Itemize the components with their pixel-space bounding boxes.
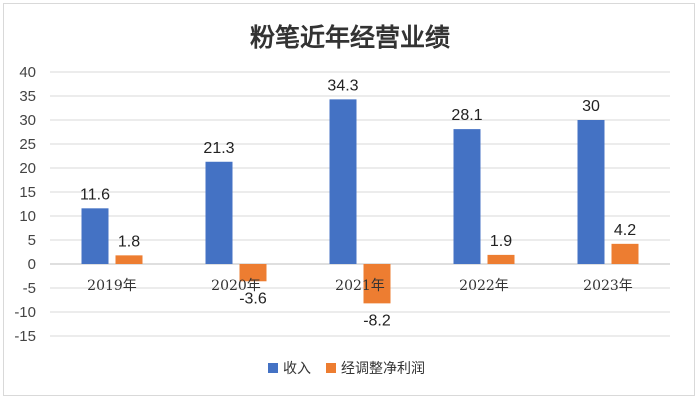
x-category-label: 2021年 <box>335 278 385 294</box>
data-label: 28.1 <box>451 107 482 124</box>
adjusted-net-profit-bar <box>487 254 515 264</box>
legend: 收入 经调整净利润 <box>268 361 425 377</box>
legend-swatch <box>326 363 336 373</box>
y-tick-label: 25 <box>19 136 36 153</box>
data-label: 1.9 <box>490 233 512 250</box>
bars <box>81 99 639 304</box>
data-label: 30 <box>582 98 600 115</box>
adjusted-net-profit-bar <box>611 243 639 264</box>
data-label: 11.6 <box>80 186 110 203</box>
gridlines <box>50 71 670 337</box>
adjusted-net-profit-bar <box>239 264 267 282</box>
x-category-label: 2022年 <box>459 278 509 294</box>
legend-swatch <box>268 363 278 373</box>
revenue-bar <box>453 129 481 264</box>
data-label: -8.2 <box>363 312 391 329</box>
adjusted-net-profit-bar <box>363 264 391 304</box>
data-label: 21.3 <box>203 140 234 157</box>
category-labels: 2019年 2020年 2021年 2022年 2023年 <box>87 278 633 294</box>
adjusted-net-profit-bar <box>115 255 143 264</box>
revenue-bar <box>81 208 109 264</box>
y-axis-labels: 40 35 30 25 20 15 10 5 0 -5 -10 -15 <box>14 64 36 345</box>
chart-title: 粉笔近年经营业绩 <box>250 23 450 52</box>
y-tick-label: 10 <box>19 208 36 225</box>
y-tick-label: 5 <box>28 232 36 249</box>
data-label: -3.6 <box>239 290 267 307</box>
y-tick-label: 15 <box>19 184 36 201</box>
revenue-bar <box>577 120 605 264</box>
y-tick-label: -15 <box>14 328 36 345</box>
legend-label: 经调整净利润 <box>341 361 425 377</box>
y-tick-label: 30 <box>19 112 36 129</box>
data-label: 4.2 <box>614 222 636 239</box>
data-label: 1.8 <box>118 233 140 250</box>
y-tick-label: 0 <box>28 256 36 273</box>
x-category-label: 2019年 <box>87 278 137 294</box>
x-category-label: 2023年 <box>583 278 633 294</box>
revenue-bar <box>205 161 233 264</box>
y-tick-label: 40 <box>19 64 36 81</box>
data-labels: 11.6 1.8 21.3 -3.6 34.3 -8.2 28.1 1.9 30 4.2 <box>80 77 636 329</box>
y-tick-label: -5 <box>23 280 36 297</box>
y-tick-label: 20 <box>19 160 36 177</box>
legend-label: 收入 <box>283 361 311 377</box>
revenue-bar <box>329 99 357 264</box>
x-category-label: 2020年 <box>211 278 261 294</box>
data-label: 34.3 <box>327 77 358 94</box>
y-tick-label: 35 <box>19 88 36 105</box>
y-tick-label: -10 <box>14 304 36 321</box>
